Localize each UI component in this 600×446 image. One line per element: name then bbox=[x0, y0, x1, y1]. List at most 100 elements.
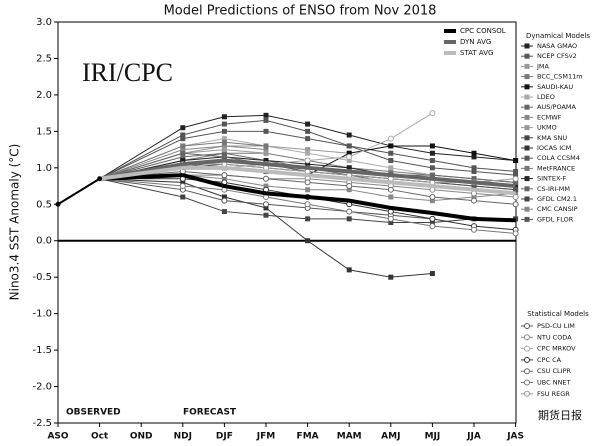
point bbox=[388, 143, 394, 149]
legend-marker bbox=[524, 390, 530, 397]
connector bbox=[99, 149, 183, 180]
point bbox=[429, 220, 435, 225]
legend-marker bbox=[524, 323, 530, 329]
legend-marker bbox=[524, 206, 530, 212]
y-tick-label: 3.0 bbox=[36, 17, 52, 28]
connector bbox=[99, 165, 184, 181]
point bbox=[512, 175, 519, 182]
observed-label: OBSERVED bbox=[66, 408, 121, 418]
point bbox=[471, 154, 477, 160]
point bbox=[346, 187, 352, 193]
legend-marker bbox=[524, 379, 530, 386]
point bbox=[305, 147, 311, 153]
point bbox=[388, 150, 394, 156]
x-tick-label: Oct bbox=[91, 432, 109, 442]
series-line bbox=[182, 158, 516, 189]
x-tick-label: OND bbox=[130, 432, 153, 442]
point bbox=[263, 205, 269, 211]
x-tick-label: ASO bbox=[47, 432, 68, 442]
connector bbox=[99, 127, 184, 180]
legend-marker bbox=[524, 368, 530, 375]
legend-label: UBC NNET bbox=[537, 379, 571, 387]
legend-label: LDEO bbox=[537, 93, 555, 101]
legend-marker bbox=[524, 43, 530, 49]
point bbox=[221, 136, 227, 142]
point bbox=[263, 201, 269, 208]
x-tick-label: FMA bbox=[297, 432, 319, 442]
point bbox=[388, 158, 394, 164]
point bbox=[263, 175, 269, 182]
observed-point bbox=[97, 176, 103, 182]
x-tick-label: MJJ bbox=[425, 432, 441, 442]
legend-marker bbox=[524, 94, 530, 100]
plot-frame bbox=[57, 21, 517, 424]
legend-label: GFDL CM2.1 bbox=[537, 195, 577, 203]
y-tick-label: 2.5 bbox=[36, 53, 52, 64]
point bbox=[388, 274, 394, 280]
legend-label: IOCAS ICM bbox=[537, 144, 571, 152]
legend-label: AUS/POAMA bbox=[537, 103, 576, 111]
point bbox=[180, 143, 186, 149]
point bbox=[346, 143, 352, 149]
point bbox=[429, 193, 436, 200]
legend-marker bbox=[524, 84, 530, 90]
legend-label: SINTEX-F bbox=[537, 175, 566, 183]
point bbox=[512, 230, 519, 237]
point bbox=[513, 172, 519, 178]
point bbox=[388, 165, 394, 171]
point bbox=[429, 110, 436, 117]
legend-label: STAT AVG bbox=[460, 49, 493, 57]
y-tick-label: 1.0 bbox=[36, 163, 52, 174]
y-tick-label: 2.0 bbox=[36, 90, 52, 101]
point bbox=[471, 150, 477, 156]
legend-title: Dynamical Models bbox=[526, 32, 590, 40]
legend-label: CSU CLIPR bbox=[537, 367, 571, 375]
point bbox=[429, 198, 435, 204]
point bbox=[429, 143, 435, 149]
point bbox=[429, 150, 435, 156]
x-tick-label: MAM bbox=[337, 432, 362, 442]
point bbox=[263, 150, 269, 156]
point bbox=[387, 186, 394, 193]
y-tick-label: -2.0 bbox=[32, 382, 52, 393]
point bbox=[180, 158, 186, 164]
legend-label: NASA GMAO bbox=[537, 42, 577, 50]
point bbox=[305, 128, 311, 134]
legend-label: CPC MRKOV bbox=[537, 345, 576, 353]
connector bbox=[99, 134, 184, 180]
point bbox=[429, 223, 436, 230]
point bbox=[263, 117, 269, 123]
point bbox=[429, 165, 435, 171]
point bbox=[305, 136, 311, 142]
point bbox=[471, 226, 477, 233]
legend-label: NCEP CFSv2 bbox=[537, 52, 577, 60]
legend-marker bbox=[524, 74, 530, 80]
legend-marker bbox=[524, 155, 530, 161]
chart-title: Model Predictions of ENSO from Nov 2018 bbox=[164, 4, 437, 19]
point bbox=[263, 212, 269, 218]
legend-label: CMC CANSIP bbox=[537, 205, 578, 213]
connector bbox=[99, 138, 184, 180]
point bbox=[387, 215, 394, 222]
point bbox=[221, 128, 227, 134]
legend-label: ECMWF bbox=[537, 113, 562, 121]
point bbox=[305, 150, 311, 156]
x-tick-label: JFM bbox=[256, 432, 275, 442]
point bbox=[221, 209, 227, 215]
point bbox=[388, 194, 394, 200]
point bbox=[388, 168, 394, 174]
point bbox=[304, 157, 311, 164]
point bbox=[346, 208, 353, 215]
point bbox=[471, 183, 477, 189]
x-tick-label: JJA bbox=[466, 432, 481, 442]
legend-marker bbox=[524, 216, 530, 222]
point bbox=[305, 216, 311, 222]
y-tick-label: 0.5 bbox=[36, 199, 52, 210]
point bbox=[263, 147, 269, 153]
legend-label: NTU CODA bbox=[537, 333, 572, 341]
point bbox=[304, 179, 311, 186]
point bbox=[346, 183, 353, 190]
point bbox=[471, 168, 477, 174]
